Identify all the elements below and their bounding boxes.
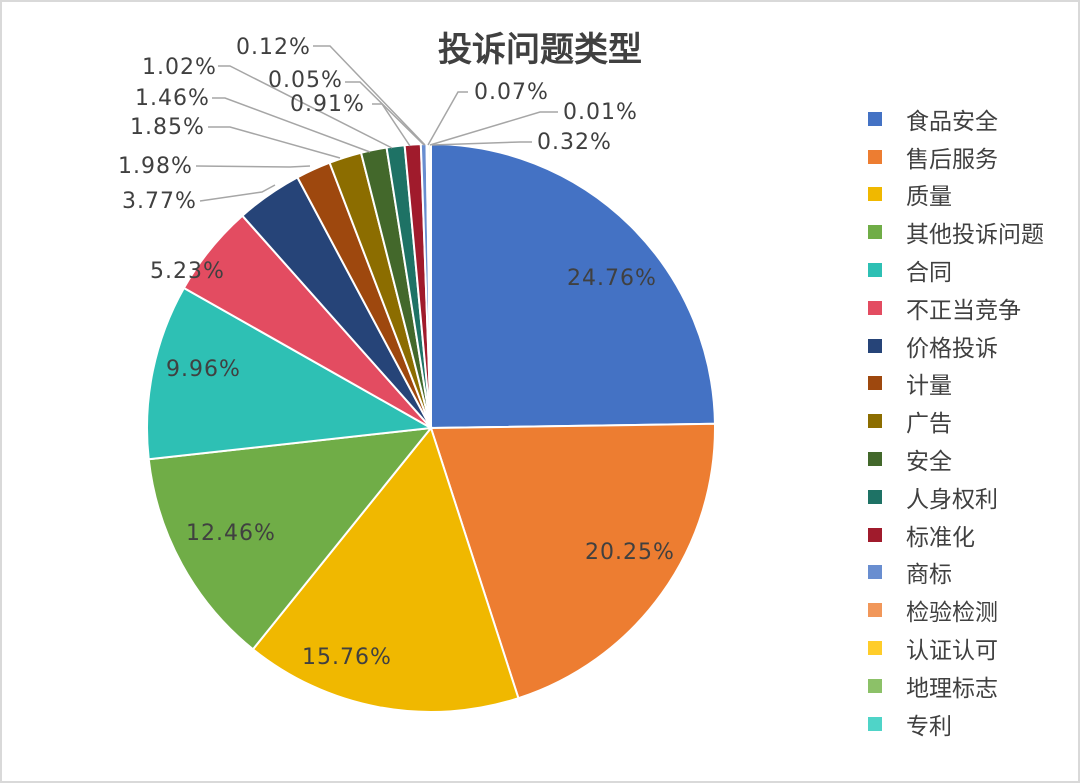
legend-item: 不正当竞争 (868, 289, 1044, 327)
leader-line (212, 97, 371, 153)
data-label: 12.46% (186, 521, 276, 546)
legend-label: 标准化 (906, 524, 975, 551)
legend-item: 食品安全 (868, 100, 1044, 138)
legend-item: 认证认可 (868, 629, 1044, 667)
legend-item: 地理标志 (868, 667, 1044, 705)
legend-swatch-icon (868, 414, 882, 429)
legend-swatch-icon (868, 300, 882, 315)
legend-swatch-icon (868, 603, 882, 618)
legend-item: 其他投诉问题 (868, 213, 1044, 251)
data-label: 0.07% (474, 80, 549, 105)
pie-slice-3 (147, 426, 434, 651)
leader-line (345, 81, 425, 146)
leader-line (195, 165, 311, 168)
legend-swatch-icon (868, 225, 882, 240)
legend-item: 价格投诉 (868, 327, 1044, 365)
legend-item: 广告 (868, 402, 1044, 440)
legend-swatch-icon (868, 527, 882, 542)
leader-line (313, 45, 426, 146)
legend-label: 售后服务 (906, 146, 998, 173)
legend-label: 人身权利 (906, 486, 998, 513)
legend-swatch-icon (868, 338, 882, 353)
legend-label: 专利 (906, 713, 952, 740)
legend-swatch-icon (868, 187, 882, 202)
legend-item: 人身权利 (868, 478, 1044, 516)
data-label: 24.76% (567, 266, 657, 291)
pie-slice-1 (429, 422, 716, 700)
data-label: 9.96% (166, 357, 241, 382)
legend-label: 其他投诉问题 (906, 222, 1044, 249)
legend-label: 商标 (906, 562, 952, 589)
leader-line (431, 141, 532, 146)
pie-slice-2 (251, 425, 520, 713)
legend-label: 安全 (906, 449, 952, 476)
leader-line (208, 126, 341, 159)
data-label: 0.01% (563, 100, 638, 125)
legend-label: 食品安全 (906, 108, 998, 135)
pie-slice-0 (430, 142, 716, 430)
legend-item: 专利 (868, 705, 1044, 743)
leader-line (199, 184, 276, 202)
data-label: 0.12% (236, 35, 311, 60)
data-label: 1.02% (142, 55, 217, 80)
chart-title: 投诉问题类型 (438, 30, 642, 70)
data-label: 1.46% (135, 86, 210, 111)
pie-slice-4 (146, 286, 435, 461)
legend-item: 安全 (868, 440, 1044, 478)
data-label: 0.91% (290, 92, 365, 117)
legend-swatch-icon (868, 716, 882, 731)
legend-label: 合同 (906, 260, 952, 287)
data-label: 3.77% (122, 189, 197, 214)
legend-label: 价格投诉 (906, 335, 998, 362)
legend: 食品安全售后服务质量其他投诉问题 合同不正当竞争价格投诉计量广告安全人身权利标准化… (868, 100, 1044, 743)
legend-item: 质量 (868, 176, 1044, 214)
legend-swatch-icon (868, 678, 882, 693)
data-label: 0.05% (268, 68, 343, 93)
data-label: 1.98% (118, 154, 193, 179)
legend-item: 计量 (868, 365, 1044, 403)
legend-swatch-icon (868, 641, 882, 656)
legend-item: 标准化 (868, 516, 1044, 554)
legend-swatch-icon (868, 489, 882, 504)
leader-line (218, 65, 393, 149)
legend-label: 质量 (906, 184, 952, 211)
legend-item: 售后服务 (868, 138, 1044, 176)
legend-label: 计量 (906, 373, 952, 400)
legend-swatch-icon (868, 565, 882, 580)
data-label: 20.25% (585, 540, 675, 565)
legend-swatch-icon (868, 263, 882, 278)
leader-line (427, 91, 468, 146)
legend-swatch-icon (868, 452, 882, 467)
legend-swatch-icon (868, 111, 882, 126)
legend-item: 商标 (868, 554, 1044, 592)
legend-label: 广告 (906, 411, 952, 438)
data-label: 5.23% (150, 259, 225, 284)
legend-label: 认证认可 (906, 638, 998, 665)
legend-label: 检验检测 (906, 600, 998, 627)
legend-item: 合同 (868, 251, 1044, 289)
legend-label: 不正当竞争 (906, 297, 1021, 324)
legend-item: 检验检测 (868, 591, 1044, 629)
data-label: 0.32% (537, 130, 612, 155)
legend-swatch-icon (868, 376, 882, 391)
data-label: 1.85% (130, 115, 205, 140)
leader-line (429, 111, 558, 146)
legend-label: 地理标志 (906, 675, 998, 702)
data-label: 15.76% (302, 645, 392, 670)
legend-swatch-icon (868, 149, 882, 164)
